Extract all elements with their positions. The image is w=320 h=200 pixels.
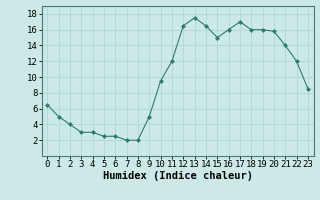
X-axis label: Humidex (Indice chaleur): Humidex (Indice chaleur)	[103, 171, 252, 181]
